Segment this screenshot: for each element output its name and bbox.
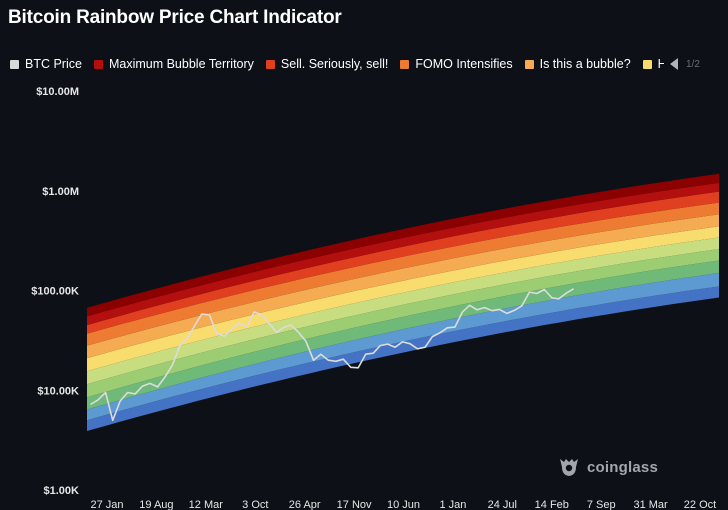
rainbow-band-4	[87, 237, 719, 385]
rainbow-band-7	[87, 202, 719, 346]
x-tick-label: 12 Mar	[189, 499, 224, 510]
legend-label: Sell. Seriously, sell!	[280, 57, 389, 71]
x-tick-label: 3 Oct	[242, 499, 268, 510]
legend-item-sell-seriously-sell[interactable]: Sell. Seriously, sell!	[265, 57, 389, 71]
rainbow-band-8	[87, 191, 719, 334]
y-tick-label: $1.00M	[42, 186, 79, 198]
x-tick-label: 31 Mar	[633, 499, 668, 510]
x-tick-label: 17 Nov	[337, 499, 372, 510]
coinglass-logo-icon	[560, 459, 578, 476]
legend-swatch	[400, 59, 410, 69]
legend-item-is-this-a-bubble[interactable]: Is this a bubble?	[524, 57, 631, 71]
legend-prev-arrow-icon[interactable]	[670, 58, 678, 70]
rainbow-band-6	[87, 214, 719, 359]
legend-label: Maximum Bubble Territory	[108, 57, 254, 71]
x-tick-label: 7 Sep	[587, 499, 616, 510]
legend-label: Is this a bubble?	[539, 57, 631, 71]
watermark-label: coinglass	[587, 458, 658, 476]
legend-swatch	[10, 59, 19, 69]
legend-swatch	[642, 59, 652, 69]
chart-title: Bitcoin Rainbow Price Chart Indicator	[8, 7, 342, 28]
legend-swatch	[93, 59, 103, 69]
rainbow-band-1	[87, 272, 719, 421]
legend-label: BTC Price	[25, 57, 82, 71]
legend-swatch	[265, 59, 275, 69]
x-axis-labels: 27 Jan 19 Aug 12 Mar 3 Oct 26 Apr 17 Nov 10 Ju…	[90, 499, 716, 510]
btc-price-series	[89, 288, 575, 422]
x-tick-label: 24 Jul	[488, 499, 517, 510]
legend-pagination: 1/2	[664, 55, 728, 73]
rainbow-band-0	[87, 286, 719, 431]
legend-page-indicator: 1/2	[686, 58, 700, 70]
y-tick-label: $1.00K	[44, 485, 80, 497]
coinglass-watermark: coinglass	[557, 455, 658, 479]
y-axis-labels: $10.00M $1.00M $100.00K $10.00K $1.00K	[31, 86, 79, 497]
rainbow-band-9	[87, 182, 719, 326]
rainbow-band-10	[87, 173, 719, 317]
y-tick-label: $10.00K	[37, 385, 79, 397]
legend-item-fomo-intensifies[interactable]: FOMO Intensifies	[400, 57, 513, 71]
y-tick-label: $100.00K	[31, 286, 79, 298]
legend-label: FOMO Intensifies	[415, 57, 513, 71]
btc-price-line	[89, 288, 575, 422]
rainbow-band-3	[87, 249, 719, 398]
x-tick-label: 19 Aug	[139, 499, 173, 510]
y-tick-label: $10.00M	[36, 86, 79, 98]
x-tick-label: 14 Feb	[535, 499, 569, 510]
legend-swatch	[524, 59, 534, 69]
x-tick-label: 26 Apr	[289, 499, 321, 510]
legend-item-maximum-bubble-territory[interactable]: Maximum Bubble Territory	[93, 57, 254, 71]
x-tick-label: 10 Jun	[387, 499, 420, 510]
x-tick-label: 27 Jan	[90, 499, 123, 510]
chart-legend: BTC Price Maximum Bubble Territory Sell.…	[10, 55, 728, 73]
x-tick-label: 22 Oct	[684, 499, 716, 510]
rainbow-band-5	[87, 226, 719, 372]
x-tick-label: 1 Jan	[439, 499, 466, 510]
legend-item-btc-price[interactable]: BTC Price	[10, 57, 82, 71]
rainbow-bands	[87, 173, 719, 431]
